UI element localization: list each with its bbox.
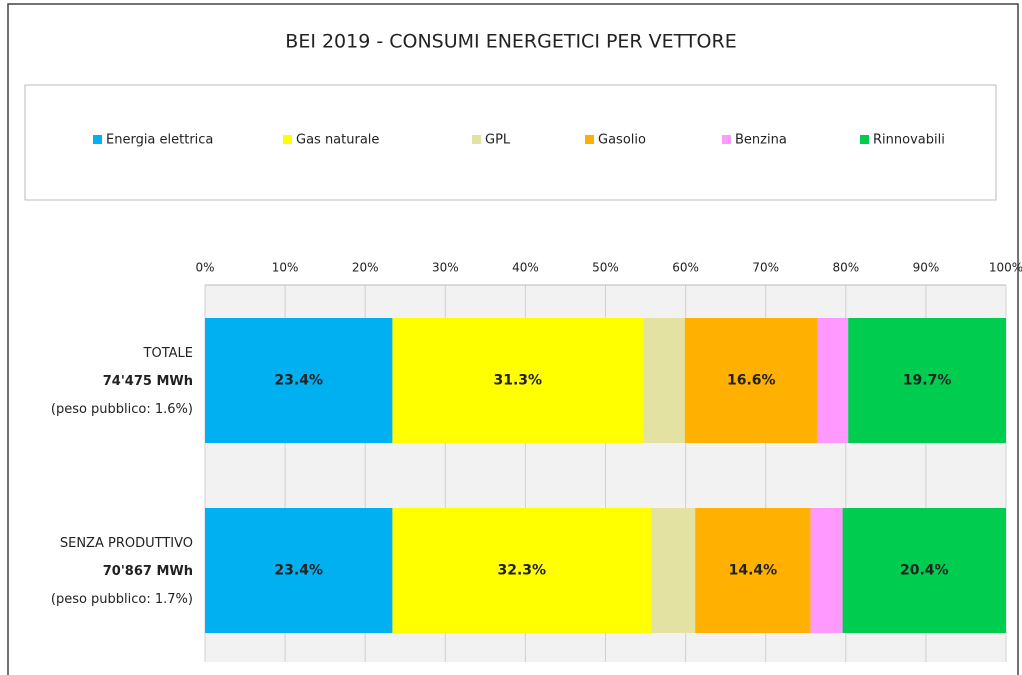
legend-label: Rinnovabili (873, 133, 945, 148)
bar-segment (392, 318, 644, 443)
legend-marker (283, 135, 292, 144)
legend-label: Gas naturale (296, 133, 379, 148)
bar-segment (392, 508, 652, 633)
bar-segment (842, 508, 1006, 633)
legend-marker (472, 135, 481, 144)
x-tick-label: 100% (989, 261, 1022, 275)
bar-segment (810, 508, 843, 633)
value-label: 16.6% (727, 373, 776, 389)
bar-segment (643, 318, 685, 443)
x-tick-label: 0% (195, 261, 214, 275)
x-tick-label: 80% (832, 261, 859, 275)
legend-marker (585, 135, 594, 144)
legend-marker (93, 135, 102, 144)
legend-label: Benzina (735, 133, 787, 148)
value-label: 23.4% (274, 563, 323, 579)
x-tick-label: 50% (592, 261, 619, 275)
x-tick-label: 70% (752, 261, 779, 275)
value-label: 19.7% (903, 373, 952, 389)
x-tick-label: 10% (272, 261, 299, 275)
legend-label: Gasolio (598, 133, 646, 148)
value-label: 20.4% (900, 563, 949, 579)
category-label: TOTALE (143, 346, 193, 361)
x-tick-label: 30% (432, 261, 459, 275)
category-label: 70'867 MWh (103, 564, 193, 579)
category-label: 74'475 MWh (103, 374, 193, 389)
bar-segment (205, 318, 393, 443)
legend-marker (722, 135, 731, 144)
x-tick-label: 60% (672, 261, 699, 275)
category-label: (peso pubblico: 1.7%) (51, 592, 193, 607)
chart-title: BEI 2019 - CONSUMI ENERGETICI PER VETTOR… (285, 31, 736, 53)
legend-label: GPL (485, 133, 511, 148)
legend-marker (860, 135, 869, 144)
legend-label: Energia elettrica (106, 133, 213, 148)
x-tick-label: 90% (913, 261, 940, 275)
bar-segment (205, 508, 393, 633)
x-tick-label: 20% (352, 261, 379, 275)
legend-box (24, 84, 997, 201)
category-label: (peso pubblico: 1.6%) (51, 402, 193, 417)
value-label: 14.4% (729, 563, 778, 579)
value-label: 31.3% (494, 373, 543, 389)
bar-segment (817, 318, 849, 443)
value-label: 32.3% (498, 563, 547, 579)
bar-segment (848, 318, 1006, 443)
value-label: 23.4% (274, 373, 323, 389)
bar-segment (651, 508, 696, 633)
category-label: SENZA PRODUTTIVO (60, 536, 193, 551)
bar-segment (684, 318, 818, 443)
x-tick-label: 40% (512, 261, 539, 275)
bar-segment (695, 508, 811, 633)
